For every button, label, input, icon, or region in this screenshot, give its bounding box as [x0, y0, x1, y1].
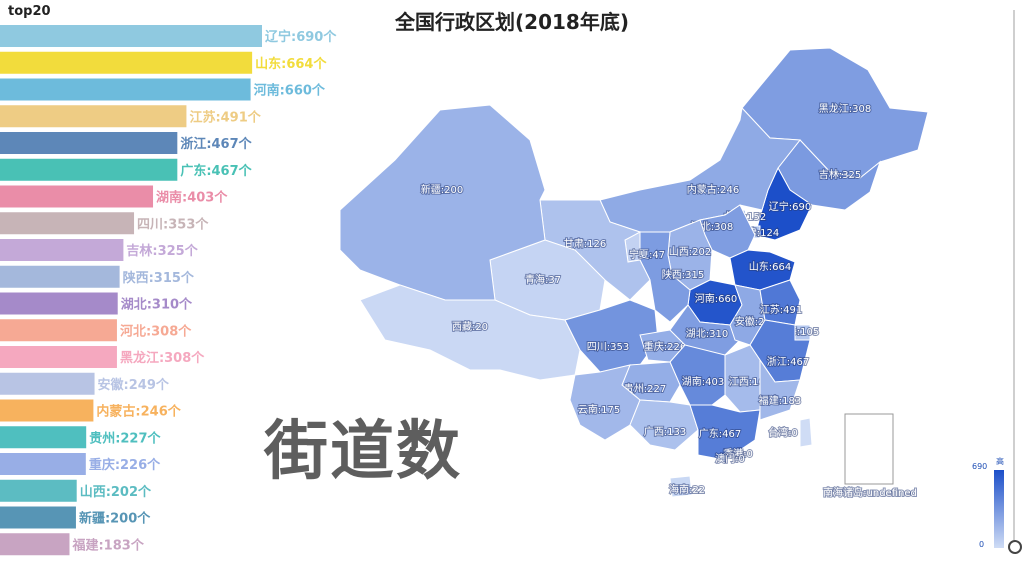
- province-label-海南: 海南:22: [669, 483, 705, 496]
- bar-湖南: [0, 185, 154, 208]
- bar-label-山西: 山西:202个: [80, 484, 152, 500]
- bar-label-四川: 四川:353个: [137, 216, 209, 232]
- timeline-track[interactable]: [1013, 10, 1015, 540]
- bar-label-湖南: 湖南:403个: [156, 190, 228, 206]
- bar-河南: [0, 78, 251, 101]
- bar-label-安徽: 安徽:249个: [98, 377, 170, 393]
- legend-high-label: 高: [996, 457, 1004, 466]
- province-西藏[interactable]: [359, 284, 581, 381]
- bar-label-江苏: 江苏:491个: [189, 109, 261, 125]
- timeline-handle[interactable]: [1008, 540, 1022, 554]
- bar-label-黑龙江: 黑龙江:308个: [120, 350, 205, 366]
- bar-label-湖北: 湖北:310个: [121, 297, 193, 313]
- province-label-广东: 广东:467: [699, 427, 741, 440]
- bar-重庆: [0, 453, 86, 475]
- province-label-西藏: 西藏:20: [452, 321, 488, 333]
- province-label-广西: 广西:133: [644, 426, 686, 438]
- bar-label-广东: 广东:467个: [180, 163, 252, 179]
- bar-贵州: [0, 426, 87, 449]
- map-title: 全国行政区划(2018年底): [395, 10, 629, 34]
- bar-label-河北: 河北:308个: [120, 323, 192, 339]
- bar-label-辽宁: 辽宁:690个: [265, 29, 337, 45]
- bar-山西: [0, 479, 77, 502]
- bar-label-福建: 福建:183个: [71, 537, 144, 553]
- bar-吉林: [0, 239, 124, 261]
- province-label-陕西: 陕西:315: [662, 268, 704, 281]
- province-湖南[interactable]: [669, 344, 726, 406]
- province-label-云南: 云南:175: [578, 403, 620, 416]
- south-china-sea-inset: [844, 413, 894, 485]
- top-label: top20: [8, 4, 51, 19]
- province-label-湖南: 湖南:403: [682, 375, 724, 388]
- bar-label-新疆: 新疆:200个: [79, 511, 151, 527]
- province-label-香港: 香港:0: [723, 448, 753, 460]
- legend-gradient[interactable]: [994, 470, 1004, 548]
- province-label-山东: 山东:664: [749, 260, 791, 273]
- province-label-江苏: 江苏:491: [760, 303, 802, 316]
- province-label-吉林: 吉林:325: [819, 168, 861, 181]
- province-label-黑龙江: 黑龙江:308: [819, 102, 871, 115]
- province-label-贵州: 贵州:227: [624, 382, 666, 395]
- province-label-福建: 福建:183: [759, 394, 801, 407]
- province-台湾[interactable]: [799, 417, 813, 448]
- province-label-重庆: 重庆:226: [644, 340, 686, 353]
- province-label-山西: 山西:202: [669, 246, 711, 258]
- province-label-新疆: 新疆:200: [421, 183, 463, 196]
- province-label-甘肃: 甘肃:126: [564, 237, 606, 250]
- legend-max-label: 690: [972, 462, 988, 471]
- bar-河北: [0, 319, 117, 342]
- legend-min-label: 0: [979, 540, 985, 549]
- province-海南[interactable]: [669, 475, 693, 498]
- bar-新疆: [0, 506, 76, 529]
- province-label-台湾: 台湾:0: [768, 426, 798, 439]
- bar-内蒙古: [0, 399, 94, 422]
- bar-label-河南: 河南:660个: [254, 83, 326, 99]
- province-label-南海诸岛: 南海诸岛:undefined: [823, 486, 917, 499]
- bar-福建: [0, 533, 70, 556]
- bar-陕西: [0, 265, 120, 288]
- bar-四川: [0, 212, 135, 235]
- province-label-青海: 青海:37: [525, 273, 561, 286]
- bar-辽宁: [0, 25, 262, 47]
- bar-label-陕西: 陕西:315个: [123, 270, 195, 286]
- province-label-河南: 河南:660: [695, 292, 737, 305]
- metric-label: 街道数: [264, 415, 462, 489]
- province-label-四川: 四川:353: [587, 342, 629, 353]
- province-label-澳门: 澳门:0: [715, 452, 745, 465]
- bar-chart: 辽宁:690个山东:664个河南:660个江苏:491个浙江:467个广东:46…: [0, 25, 337, 556]
- bar-安徽: [0, 372, 95, 395]
- province-广东[interactable]: [689, 404, 761, 461]
- province-label-浙江: 浙江:467: [767, 356, 809, 368]
- province-label-内蒙古: 内蒙古:246: [687, 183, 739, 196]
- province-label-宁夏: 宁夏:47: [629, 248, 665, 261]
- bar-江苏: [0, 105, 187, 128]
- bar-湖北: [0, 292, 118, 315]
- province-福建[interactable]: [759, 358, 801, 421]
- bar-广东: [0, 158, 178, 181]
- province-label-湖北: 湖北:310: [686, 328, 728, 340]
- bar-label-贵州: 贵州:227个: [89, 430, 161, 446]
- china-map: 黑龙江:308吉林:325辽宁:690内蒙古:246北京:152天津:124河北…: [339, 47, 929, 500]
- bar-山东: [0, 51, 253, 74]
- province-香港[interactable]: [727, 449, 737, 457]
- bar-label-重庆: 重庆:226个: [89, 457, 161, 473]
- province-新疆[interactable]: [339, 104, 546, 301]
- bar-黑龙江: [0, 346, 117, 368]
- province-label-辽宁: 辽宁:690: [769, 200, 811, 213]
- province-广西[interactable]: [629, 399, 699, 451]
- visual-map-legend: [994, 470, 1004, 548]
- bar-浙江: [0, 132, 178, 154]
- bar-label-山东: 山东:664个: [255, 56, 327, 72]
- province-江苏[interactable]: [759, 279, 801, 326]
- bar-label-浙江: 浙江:467个: [180, 136, 252, 152]
- bar-label-内蒙古: 内蒙古:246个: [96, 404, 181, 420]
- bar-label-吉林: 吉林:325个: [126, 243, 198, 259]
- province-澳门[interactable]: [719, 455, 727, 463]
